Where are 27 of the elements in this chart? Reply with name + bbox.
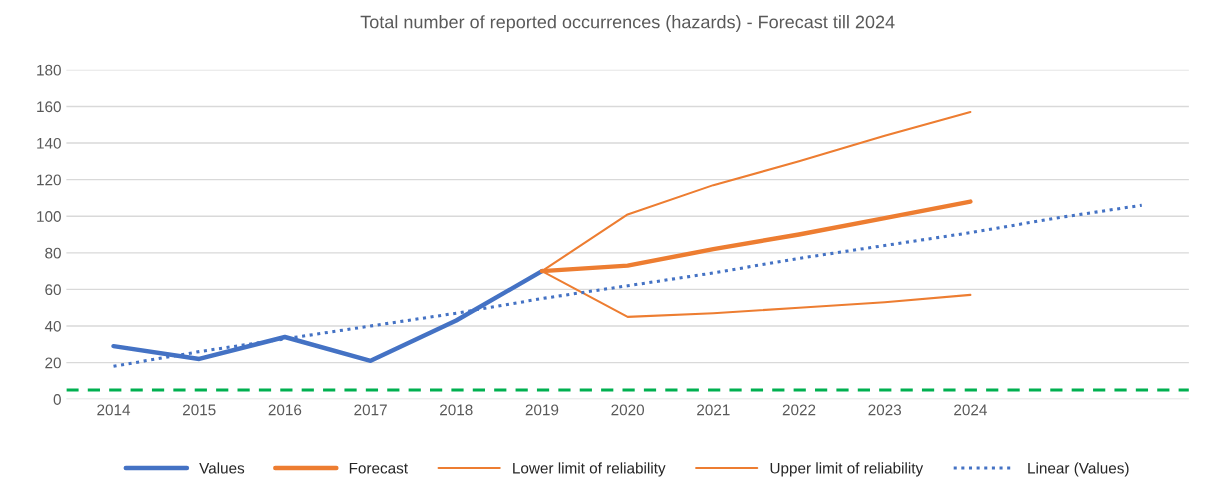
x-tick-label: 2020 xyxy=(611,404,645,416)
legend-label: Upper limit of reliability xyxy=(770,462,924,477)
x-tick-label: 2024 xyxy=(954,404,987,416)
y-tick-label: 160 xyxy=(37,101,61,113)
x-tick-label: 2023 xyxy=(868,404,902,416)
x-tick-label: 2016 xyxy=(268,404,302,416)
chart-title: Total number of reported occurrences (hazards) - Forecast till 2024 xyxy=(360,15,895,32)
x-tick-label: 2019 xyxy=(525,404,559,416)
y-tick-label: 40 xyxy=(44,320,61,332)
y-tick-label: 100 xyxy=(37,211,61,222)
x-tick-label: 2014 xyxy=(97,404,131,416)
legend-label: Forecast xyxy=(349,462,408,474)
x-tick-label: 2015 xyxy=(182,404,216,416)
y-tick-label: 180 xyxy=(37,64,61,76)
y-tick-label: 140 xyxy=(37,137,61,149)
y-tick-label: 120 xyxy=(37,174,61,186)
legend-label: Values xyxy=(199,462,245,474)
y-tick-label: 0 xyxy=(53,394,61,405)
x-tick-label: 2022 xyxy=(782,404,816,416)
x-tick-label: 2021 xyxy=(697,404,730,416)
y-tick-label: 80 xyxy=(45,247,61,259)
legend-label: Lower limit of reliability xyxy=(513,462,666,477)
y-tick-label: 60 xyxy=(45,284,61,296)
legend-label: Linear (Values) xyxy=(1028,462,1129,477)
x-tick-label: 2018 xyxy=(440,404,473,416)
x-tick-label: 2017 xyxy=(354,404,387,416)
y-tick-label: 20 xyxy=(45,357,61,369)
